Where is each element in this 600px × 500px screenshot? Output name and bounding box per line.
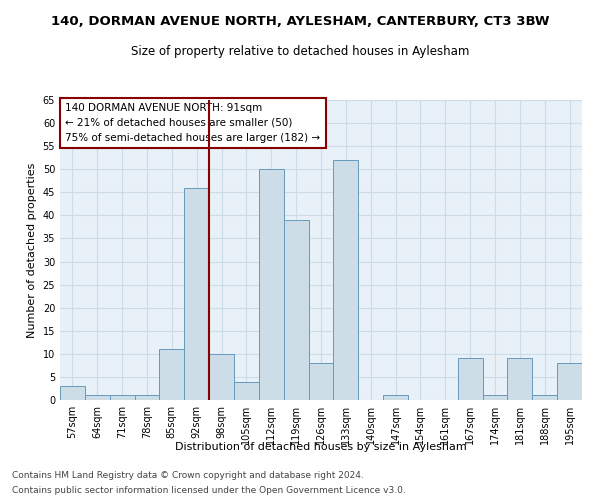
Bar xyxy=(134,396,160,400)
Bar xyxy=(508,358,532,400)
Bar xyxy=(334,160,358,400)
Bar xyxy=(209,354,234,400)
Text: Contains public sector information licensed under the Open Government Licence v3: Contains public sector information licen… xyxy=(12,486,406,495)
Bar xyxy=(532,396,557,400)
Bar xyxy=(60,386,85,400)
Bar xyxy=(383,396,408,400)
Text: 140 DORMAN AVENUE NORTH: 91sqm
← 21% of detached houses are smaller (50)
75% of : 140 DORMAN AVENUE NORTH: 91sqm ← 21% of … xyxy=(65,103,320,142)
Bar xyxy=(308,363,334,400)
Text: Size of property relative to detached houses in Aylesham: Size of property relative to detached ho… xyxy=(131,45,469,58)
Bar xyxy=(85,396,110,400)
Text: 140, DORMAN AVENUE NORTH, AYLESHAM, CANTERBURY, CT3 3BW: 140, DORMAN AVENUE NORTH, AYLESHAM, CANT… xyxy=(51,15,549,28)
Bar xyxy=(482,396,508,400)
Bar xyxy=(110,396,134,400)
Bar xyxy=(234,382,259,400)
Y-axis label: Number of detached properties: Number of detached properties xyxy=(27,162,37,338)
Bar xyxy=(259,169,284,400)
Bar xyxy=(284,220,308,400)
Bar xyxy=(458,358,482,400)
Text: Contains HM Land Registry data © Crown copyright and database right 2024.: Contains HM Land Registry data © Crown c… xyxy=(12,471,364,480)
Bar xyxy=(160,349,184,400)
Text: Distribution of detached houses by size in Aylesham: Distribution of detached houses by size … xyxy=(175,442,467,452)
Bar xyxy=(557,363,582,400)
Bar xyxy=(184,188,209,400)
